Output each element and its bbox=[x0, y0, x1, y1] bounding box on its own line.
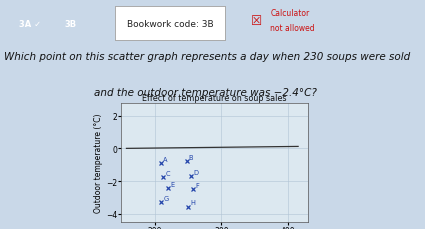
Title: Effect of temperature on soup sales: Effect of temperature on soup sales bbox=[142, 93, 287, 102]
Text: Calculator: Calculator bbox=[270, 9, 309, 18]
Text: ☒: ☒ bbox=[251, 15, 262, 28]
Text: Which point on this scatter graph represents a day when 230 soups were sold: Which point on this scatter graph repres… bbox=[4, 52, 411, 61]
Text: H: H bbox=[190, 199, 195, 205]
Text: 3B: 3B bbox=[64, 19, 76, 29]
Text: C: C bbox=[165, 170, 170, 176]
Y-axis label: Outdoor temperature (°C): Outdoor temperature (°C) bbox=[94, 113, 103, 212]
Text: A: A bbox=[163, 156, 168, 162]
Text: and the outdoor temperature was −2.4°C?: and the outdoor temperature was −2.4°C? bbox=[94, 88, 316, 98]
Text: B: B bbox=[189, 154, 193, 160]
Text: D: D bbox=[193, 169, 198, 175]
Text: Bookwork code: 3B: Bookwork code: 3B bbox=[127, 19, 213, 29]
Text: not allowed: not allowed bbox=[270, 24, 315, 33]
Text: G: G bbox=[163, 195, 168, 202]
Text: E: E bbox=[170, 181, 174, 187]
Text: F: F bbox=[195, 182, 199, 188]
Text: 3A ✓: 3A ✓ bbox=[19, 19, 41, 29]
